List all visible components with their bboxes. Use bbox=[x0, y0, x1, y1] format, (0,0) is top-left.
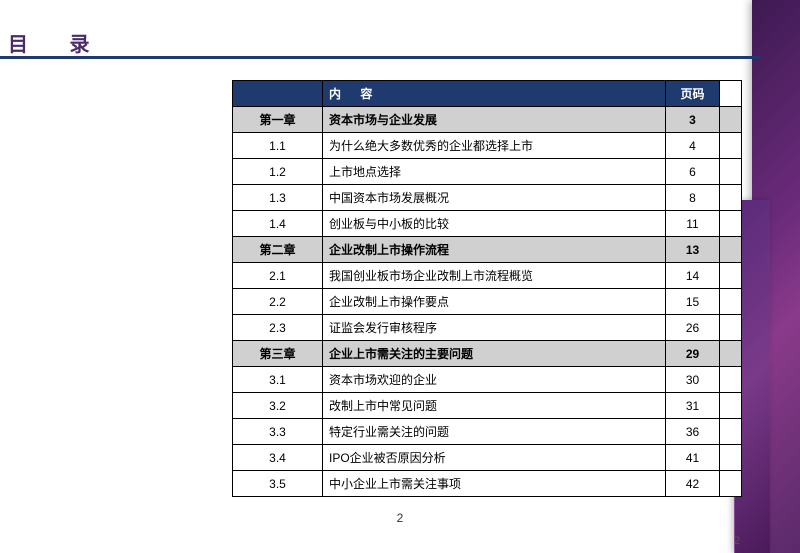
toc-row-title: 企业改制上市操作要点 bbox=[323, 289, 666, 315]
toc-row-page: 3 bbox=[666, 107, 720, 133]
toc-row-page: 31 bbox=[666, 393, 720, 419]
toc-row-number: 2.1 bbox=[233, 263, 323, 289]
toc-row-title: 特定行业需关注的问题 bbox=[323, 419, 666, 445]
toc-row-title: 资本市场欢迎的企业 bbox=[323, 367, 666, 393]
header-content: 内 容 bbox=[323, 81, 666, 107]
slide-page-number: 2 bbox=[0, 511, 800, 525]
toc-row-page: 8 bbox=[666, 185, 720, 211]
toc-container: 内 容 页码 第一章资本市场与企业发展31.1为什么绝大多数优秀的企业都选择上市… bbox=[232, 80, 742, 497]
toc-row: 1.4创业板与中小板的比较11 bbox=[233, 211, 742, 237]
toc-row-number: 2.3 bbox=[233, 315, 323, 341]
toc-row: 3.5中小企业上市需关注事项42 bbox=[233, 471, 742, 497]
toc-row: 3.4IPO企业被否原因分析41 bbox=[233, 445, 742, 471]
toc-row-page: 6 bbox=[666, 159, 720, 185]
footer-page-number: 2 bbox=[734, 535, 740, 547]
toc-row-pad bbox=[720, 445, 742, 471]
toc-row-pad bbox=[720, 315, 742, 341]
header-page: 页码 bbox=[666, 81, 720, 107]
toc-row: 第三章企业上市需关注的主要问题29 bbox=[233, 341, 742, 367]
toc-row-pad bbox=[720, 185, 742, 211]
toc-row-number: 3.5 bbox=[233, 471, 323, 497]
toc-row-pad bbox=[720, 419, 742, 445]
toc-row: 3.2改制上市中常见问题31 bbox=[233, 393, 742, 419]
toc-row-number: 3.1 bbox=[233, 367, 323, 393]
toc-row-pad bbox=[720, 289, 742, 315]
toc-row-page: 14 bbox=[666, 263, 720, 289]
toc-row-pad bbox=[720, 211, 742, 237]
toc-header-row: 内 容 页码 bbox=[233, 81, 742, 107]
toc-row: 第二章企业改制上市操作流程13 bbox=[233, 237, 742, 263]
toc-row-page: 41 bbox=[666, 445, 720, 471]
toc-row: 1.2上市地点选择6 bbox=[233, 159, 742, 185]
toc-row: 2.2企业改制上市操作要点15 bbox=[233, 289, 742, 315]
toc-table: 内 容 页码 第一章资本市场与企业发展31.1为什么绝大多数优秀的企业都选择上市… bbox=[232, 80, 742, 497]
toc-row-pad bbox=[720, 237, 742, 263]
toc-row-number: 3.3 bbox=[233, 419, 323, 445]
toc-row-title: 资本市场与企业发展 bbox=[323, 107, 666, 133]
toc-row: 1.1为什么绝大多数优秀的企业都选择上市4 bbox=[233, 133, 742, 159]
toc-row-number: 1.3 bbox=[233, 185, 323, 211]
title-underline bbox=[0, 56, 760, 59]
toc-row: 2.3证监会发行审核程序26 bbox=[233, 315, 742, 341]
toc-row: 3.3特定行业需关注的问题36 bbox=[233, 419, 742, 445]
toc-row-number: 第一章 bbox=[233, 107, 323, 133]
toc-row-title: 证监会发行审核程序 bbox=[323, 315, 666, 341]
toc-row-number: 第三章 bbox=[233, 341, 323, 367]
toc-row-page: 42 bbox=[666, 471, 720, 497]
toc-row-number: 1.2 bbox=[233, 159, 323, 185]
header-pad bbox=[720, 81, 742, 107]
toc-row-title: 创业板与中小板的比较 bbox=[323, 211, 666, 237]
toc-row-pad bbox=[720, 367, 742, 393]
toc-row-page: 29 bbox=[666, 341, 720, 367]
toc-row-page: 30 bbox=[666, 367, 720, 393]
toc-row-title: 我国创业板市场企业改制上市流程概览 bbox=[323, 263, 666, 289]
toc-row-title: 为什么绝大多数优秀的企业都选择上市 bbox=[323, 133, 666, 159]
toc-row-page: 4 bbox=[666, 133, 720, 159]
toc-row-pad bbox=[720, 393, 742, 419]
toc-row-page: 26 bbox=[666, 315, 720, 341]
toc-row: 1.3中国资本市场发展概况8 bbox=[233, 185, 742, 211]
toc-row-title: 企业改制上市操作流程 bbox=[323, 237, 666, 263]
header-blank bbox=[233, 81, 323, 107]
toc-row-pad bbox=[720, 107, 742, 133]
toc-row-pad bbox=[720, 471, 742, 497]
toc-row-title: 企业上市需关注的主要问题 bbox=[323, 341, 666, 367]
toc-row: 第一章资本市场与企业发展3 bbox=[233, 107, 742, 133]
toc-row-title: 上市地点选择 bbox=[323, 159, 666, 185]
toc-row-title: 中小企业上市需关注事项 bbox=[323, 471, 666, 497]
toc-row-number: 3.4 bbox=[233, 445, 323, 471]
toc-row-page: 13 bbox=[666, 237, 720, 263]
toc-row-number: 3.2 bbox=[233, 393, 323, 419]
toc-row-pad bbox=[720, 341, 742, 367]
toc-row-number: 2.2 bbox=[233, 289, 323, 315]
toc-row-title: 中国资本市场发展概况 bbox=[323, 185, 666, 211]
toc-row-title: IPO企业被否原因分析 bbox=[323, 445, 666, 471]
toc-row: 2.1我国创业板市场企业改制上市流程概览14 bbox=[233, 263, 742, 289]
toc-row-pad bbox=[720, 263, 742, 289]
toc-row-pad bbox=[720, 159, 742, 185]
toc-row-pad bbox=[720, 133, 742, 159]
toc-row-page: 11 bbox=[666, 211, 720, 237]
toc-row-title: 改制上市中常见问题 bbox=[323, 393, 666, 419]
page-title: 目 录 bbox=[8, 28, 108, 57]
toc-row-page: 15 bbox=[666, 289, 720, 315]
toc-row-page: 36 bbox=[666, 419, 720, 445]
toc-row-number: 1.4 bbox=[233, 211, 323, 237]
toc-row-number: 第二章 bbox=[233, 237, 323, 263]
toc-row-number: 1.1 bbox=[233, 133, 323, 159]
toc-row: 3.1资本市场欢迎的企业30 bbox=[233, 367, 742, 393]
